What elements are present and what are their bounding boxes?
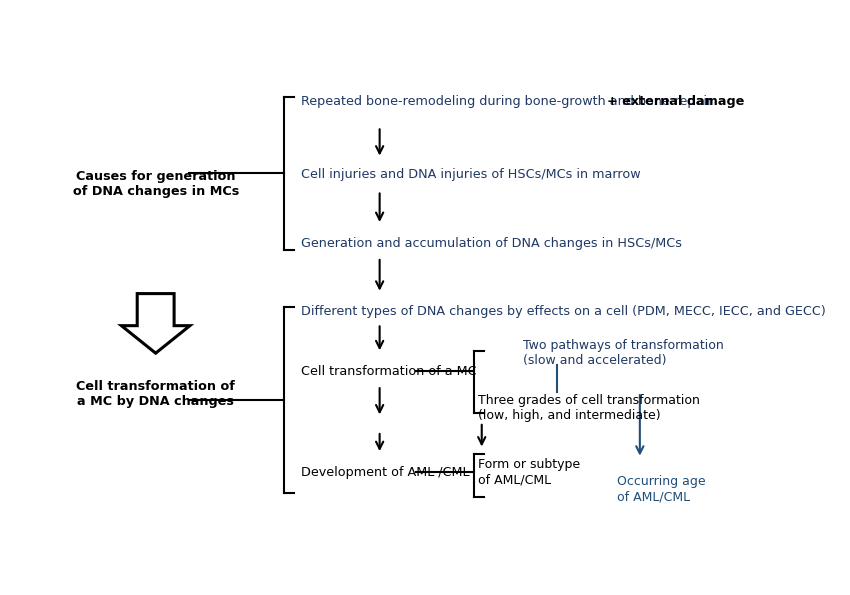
- Text: Different types of DNA changes by effects on a cell (PDM, MECC, IECC, and GECC): Different types of DNA changes by effect…: [301, 305, 825, 318]
- Text: Causes for generation
of DNA changes in MCs: Causes for generation of DNA changes in …: [72, 170, 239, 198]
- Text: Cell transformation of
a MC by DNA changes: Cell transformation of a MC by DNA chang…: [76, 380, 235, 408]
- Text: Occurring age
of AML/CML: Occurring age of AML/CML: [617, 475, 706, 503]
- Text: Form or subtype
of AML/CML: Form or subtype of AML/CML: [479, 458, 581, 486]
- Text: Development of AML /CML: Development of AML /CML: [301, 466, 469, 479]
- Text: Two pathways of transformation
(slow and accelerated): Two pathways of transformation (slow and…: [524, 339, 724, 367]
- Text: Three grades of cell transformation
(low, high, and intermediate): Three grades of cell transformation (low…: [479, 394, 700, 422]
- Text: Cell injuries and DNA injuries of HSCs/MCs in marrow: Cell injuries and DNA injuries of HSCs/M…: [301, 168, 640, 181]
- Text: Cell transformation of a MC: Cell transformation of a MC: [301, 365, 476, 378]
- Polygon shape: [122, 293, 190, 353]
- Text: Repeated bone-remodeling during bone-growth and bone-repair: Repeated bone-remodeling during bone-gro…: [301, 95, 711, 108]
- Text: + external damage: + external damage: [607, 95, 745, 108]
- Text: Generation and accumulation of DNA changes in HSCs/MCs: Generation and accumulation of DNA chang…: [301, 237, 682, 250]
